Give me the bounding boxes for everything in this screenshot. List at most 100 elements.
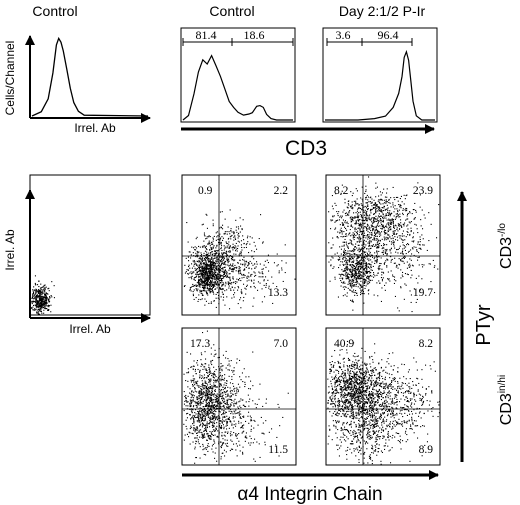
event-dot: [336, 236, 338, 238]
event-dot: [226, 428, 228, 430]
event-dot: [214, 374, 216, 376]
event-dot: [222, 282, 224, 284]
event-dot: [382, 251, 384, 253]
event-dot: [381, 223, 383, 225]
event-dot: [354, 223, 356, 225]
event-dot: [205, 425, 207, 427]
event-dot: [363, 293, 365, 295]
event-dot: [400, 222, 402, 224]
event-dot: [226, 399, 228, 401]
event-dot: [221, 445, 223, 447]
event-dot: [220, 425, 222, 427]
event-dot: [387, 234, 389, 236]
event-dot: [205, 448, 207, 450]
event-dot: [407, 224, 409, 226]
quadrant-lr-value: 11.5: [268, 444, 288, 456]
event-dot: [226, 406, 228, 408]
event-dot: [387, 271, 389, 273]
event-dot: [240, 244, 242, 246]
event-dot: [210, 281, 212, 283]
event-dot: [221, 285, 223, 287]
event-dot: [210, 436, 212, 438]
event-dot: [349, 282, 351, 284]
event-dot: [361, 232, 363, 234]
event-dot: [345, 267, 347, 269]
event-dot: [378, 231, 380, 233]
event-dot: [41, 301, 43, 303]
event-dot: [227, 251, 229, 253]
event-dot: [214, 429, 216, 431]
event-dot: [36, 304, 38, 306]
event-dot: [226, 274, 228, 276]
event-dot: [219, 384, 221, 386]
event-dot: [335, 220, 337, 222]
event-dot: [38, 295, 40, 297]
event-dot: [380, 277, 382, 279]
event-dot: [386, 258, 388, 260]
event-dot: [243, 368, 245, 370]
event-dot: [356, 257, 358, 259]
event-dot: [239, 359, 241, 361]
event-dot: [368, 281, 370, 283]
hist-ylabel: Cells/Channel: [3, 41, 17, 116]
event-dot: [228, 284, 230, 286]
event-dot: [260, 276, 262, 278]
event-dot: [209, 245, 211, 247]
event-dot: [348, 261, 350, 263]
event-dot: [347, 247, 349, 249]
event-dot: [208, 259, 210, 261]
event-dot: [357, 222, 359, 224]
event-dot: [408, 221, 410, 223]
event-dot: [216, 279, 218, 281]
event-dot: [253, 285, 255, 287]
event-dot: [195, 381, 197, 383]
event-dot: [191, 432, 193, 434]
event-dot: [200, 272, 202, 274]
event-dot: [223, 259, 225, 261]
event-dot: [34, 293, 36, 295]
event-dot: [342, 263, 344, 265]
event-dot: [201, 281, 203, 283]
event-dot: [241, 277, 243, 279]
event-dot: [207, 375, 209, 377]
event-dot: [202, 364, 204, 366]
event-dot: [208, 274, 210, 276]
event-dot: [394, 233, 396, 235]
event-dot: [44, 284, 46, 286]
event-dot: [350, 269, 352, 271]
event-dot: [413, 288, 415, 290]
event-dot: [344, 269, 346, 271]
event-dot: [394, 218, 396, 220]
event-dot: [197, 288, 199, 290]
event-dot: [366, 229, 368, 231]
event-dot: [199, 413, 201, 415]
event-dot: [219, 233, 221, 235]
event-dot: [245, 376, 247, 378]
event-dot: [236, 412, 238, 414]
event-dot: [244, 265, 246, 267]
event-dot: [202, 262, 204, 264]
event-dot: [355, 188, 357, 190]
event-dot: [44, 290, 46, 292]
event-dot: [229, 263, 231, 265]
event-dot: [208, 261, 210, 263]
event-dot: [358, 219, 360, 221]
event-dot: [381, 238, 383, 240]
event-dot: [202, 425, 204, 427]
event-dot: [228, 269, 230, 271]
event-dot: [361, 220, 363, 222]
event-dot: [193, 415, 195, 417]
event-dot: [369, 245, 371, 247]
event-dot: [222, 413, 224, 415]
dotplot-control-bottom-events: [183, 330, 289, 464]
event-dot: [392, 232, 394, 234]
event-dot: [374, 260, 376, 262]
event-dot: [235, 270, 237, 272]
event-dot: [215, 257, 217, 259]
event-dot: [406, 231, 408, 233]
event-dot: [346, 292, 348, 294]
event-dot: [205, 257, 207, 259]
event-dot: [192, 384, 194, 386]
event-dot: [394, 236, 396, 238]
event-dot: [349, 239, 351, 241]
